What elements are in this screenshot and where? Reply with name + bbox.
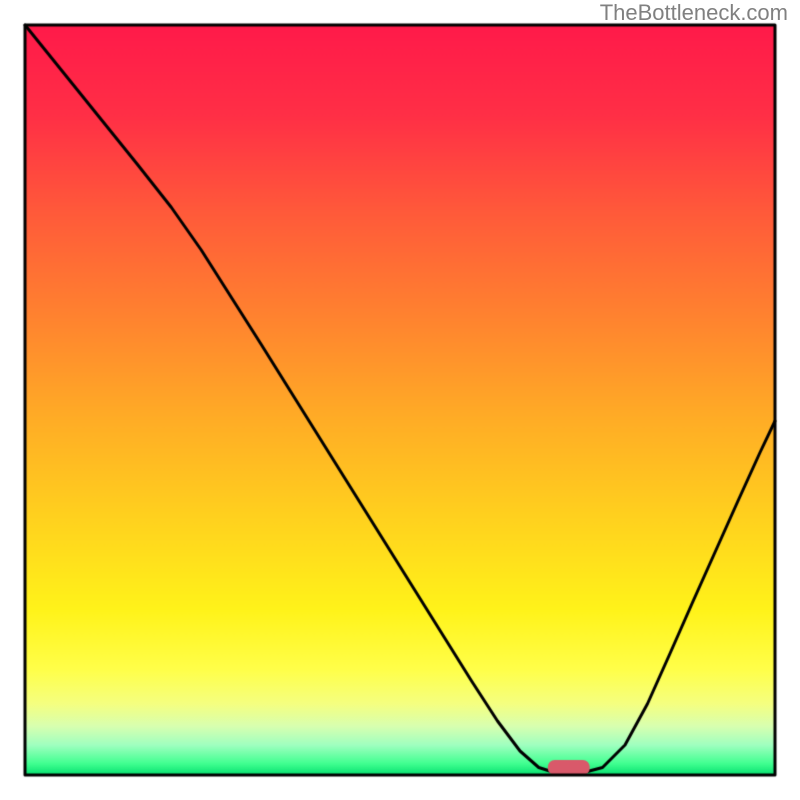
chart-container: TheBottleneck.com bbox=[0, 0, 800, 800]
watermark-label: TheBottleneck.com bbox=[600, 0, 788, 26]
bottleneck-chart-canvas bbox=[0, 0, 800, 800]
